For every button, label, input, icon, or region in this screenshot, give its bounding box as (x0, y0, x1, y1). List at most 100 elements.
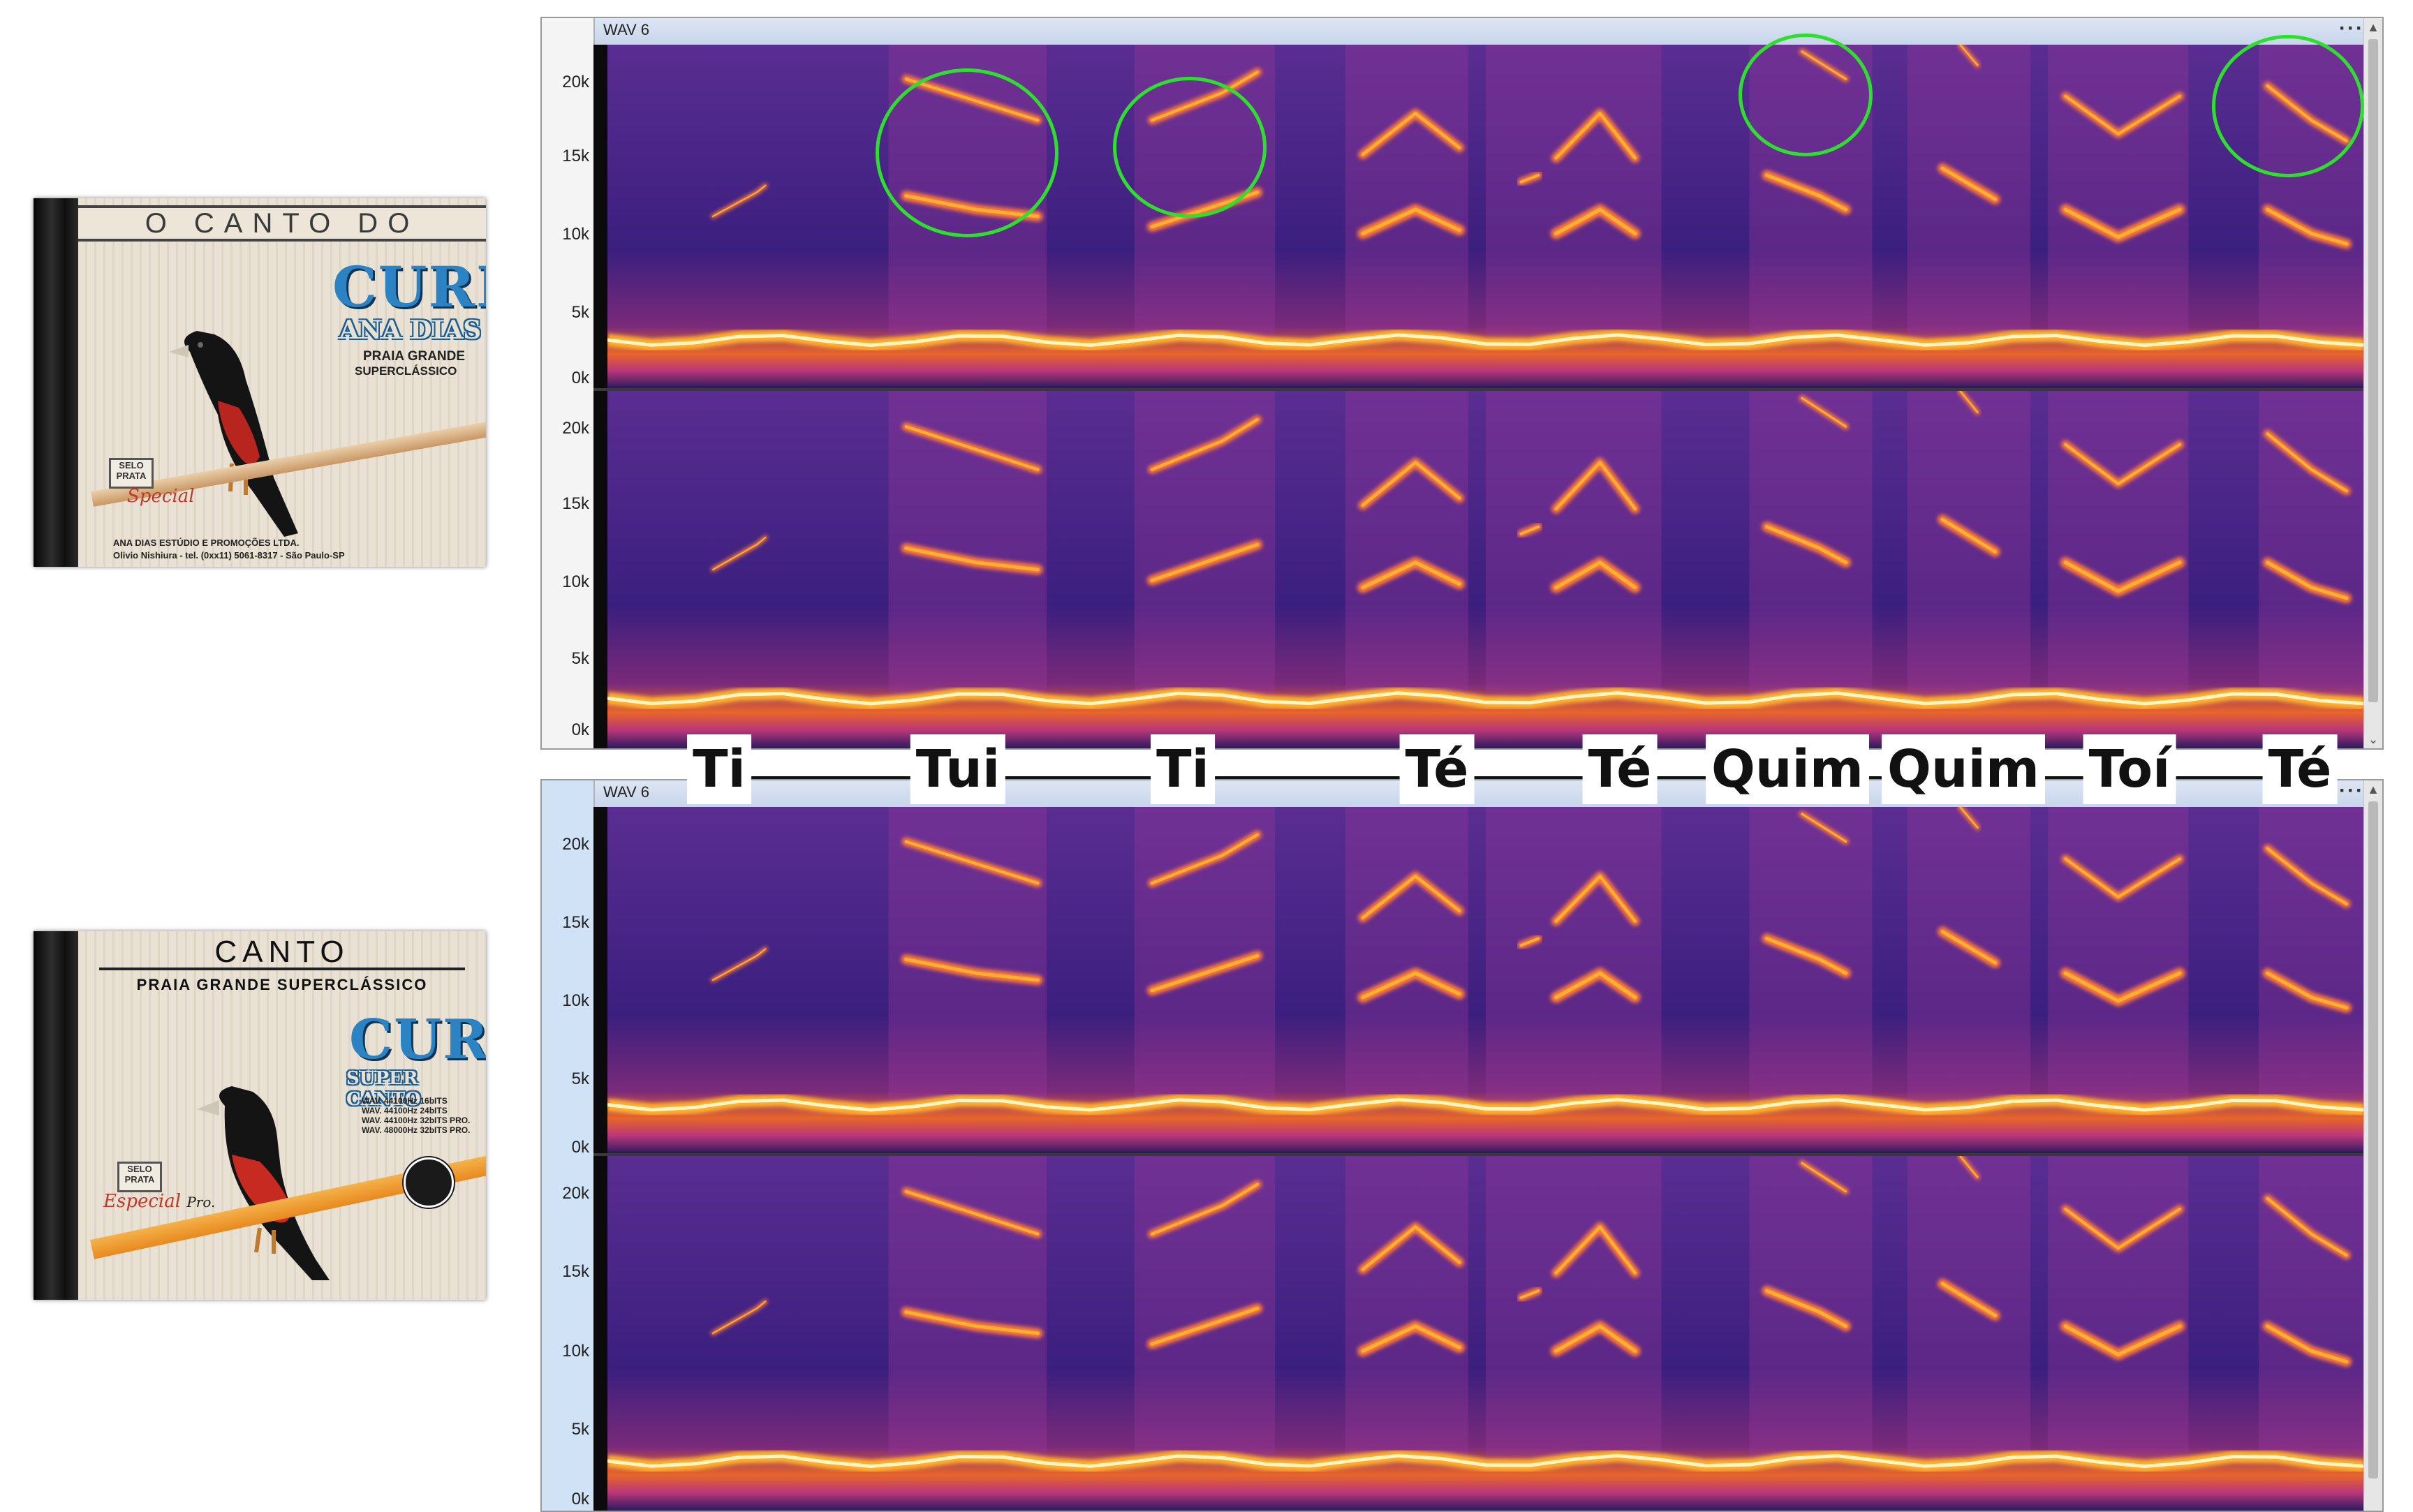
track-edge (593, 807, 607, 1511)
cd-spine (34, 198, 78, 567)
harmonic-trace (1361, 561, 1461, 590)
harmonic-trace (904, 1310, 1040, 1335)
scroll-down-icon[interactable]: ⌄ (2368, 732, 2379, 746)
scroll-up-icon[interactable]: ▲ (2367, 20, 2379, 34)
syllable-energy-block (1345, 45, 1468, 337)
format-item: WAV. 44100Hz 16bITS (362, 1096, 448, 1106)
cd-face: O CANTO DO CURIÓ ANA DIAS PRAIA GRANDE S… (78, 198, 486, 567)
cd-footer1: ANA DIAS ESTÚDIO E PROMOÇÕES LTDA. (113, 538, 300, 548)
format-item: WAV. 44100Hz 32bITS PRO. (362, 1116, 471, 1125)
freq-tick: 15k (562, 1262, 589, 1281)
harmonic-trace (2266, 561, 2349, 600)
more-options-icon[interactable]: ··· (2339, 779, 2364, 802)
format-list: WAV. 44100Hz 16bITS WAV. 44100Hz 24bITS … (362, 1096, 470, 1135)
cd-subtitle: SUPER CANTO (346, 1068, 421, 1110)
syllable-energy-block (1907, 1156, 2030, 1458)
syllable-energy-block (1345, 391, 1468, 695)
harmonic-trace (1554, 207, 1637, 236)
harmonic-trace (2266, 207, 2349, 246)
spectrogram-window-1: WAV 6 ··· 20k 15k 10k 5k 0k 20k 15k 10k … (540, 17, 2384, 750)
cd-cover-ana-dias: O CANTO DO CURIÓ ANA DIAS PRAIA GRANDE S… (34, 198, 486, 567)
harmonic-trace (1519, 525, 1540, 535)
vertical-scrollbar[interactable]: ▲ (2363, 780, 2382, 1511)
seal-bottom: PRATA (116, 470, 147, 481)
syllable-label: Té (1582, 734, 1658, 804)
scroll-thumb[interactable] (2368, 801, 2378, 1478)
freq-tick: 20k (562, 835, 589, 854)
syllable-label: Té (1399, 734, 1475, 804)
track-name: WAV 6 (603, 21, 650, 38)
harmonic-trace (1554, 874, 1637, 923)
syllable-energy-block (1486, 45, 1662, 337)
seal-script: Special (127, 486, 195, 507)
harmonic-trace (711, 536, 767, 570)
annotation-circle (2212, 35, 2364, 177)
harmonic-trace (2064, 857, 2181, 898)
harmonic-trace (1959, 391, 1979, 413)
harmonic-trace (1150, 542, 1260, 582)
spectrogram-channel-left[interactable] (607, 45, 2364, 388)
spectrogram-plot (607, 45, 2364, 388)
freq-tick: 5k (571, 1069, 589, 1088)
channel-separator (593, 1153, 2364, 1156)
harmonic-trace (1940, 166, 1998, 201)
harmonic-trace (1765, 1289, 1848, 1328)
freq-tick: 0k (571, 369, 589, 387)
syllable-energy-block (2048, 1156, 2189, 1458)
syllable-label: Ti (1151, 734, 1215, 804)
fundamental-band-core (607, 691, 2364, 706)
syllable-energy-block (888, 1156, 1047, 1458)
harmonic-trace (1554, 561, 1637, 590)
freq-tick: 5k (571, 303, 589, 322)
harmonic-trace (2063, 971, 2182, 1003)
syllable-label: Ti (687, 734, 751, 804)
freq-tick: 10k (562, 991, 589, 1010)
more-options-icon[interactable]: ··· (2339, 17, 2364, 40)
fundamental-band-core (607, 1453, 2364, 1468)
harmonic-trace (1940, 517, 1998, 554)
seal-badge: SELO PRATA (117, 1162, 162, 1192)
fundamental-band-core (607, 1097, 2364, 1112)
syllable-energy-block (2048, 807, 2189, 1102)
seal-badge: SELO PRATA (109, 458, 154, 489)
harmonic-trace (904, 957, 1040, 982)
harmonic-trace (1554, 971, 1637, 1000)
syllable-energy-block (1486, 807, 1662, 1102)
freq-tick: 10k (562, 572, 589, 591)
freq-tick: 20k (562, 419, 589, 438)
syllable-energy-block (1345, 1156, 1468, 1458)
scroll-thumb[interactable] (2368, 39, 2378, 702)
freq-tick: 15k (562, 494, 589, 513)
spectrogram-channel-left[interactable] (607, 807, 2364, 1153)
scroll-up-icon[interactable]: ▲ (2367, 783, 2379, 796)
syllable-energy-block (1345, 807, 1468, 1102)
seal-suffix: Pro. (186, 1194, 216, 1210)
channel-separator (593, 388, 2364, 391)
harmonic-trace (2064, 94, 2181, 135)
harmonic-trace (711, 948, 767, 981)
harmonic-trace (904, 425, 1040, 471)
spectrogram-plot (607, 807, 2364, 1153)
harmonic-trace (904, 840, 1040, 885)
harmonic-trace (1150, 1307, 1260, 1346)
harmonic-trace (1765, 525, 1848, 565)
spectrogram-channel-right[interactable] (607, 391, 2364, 748)
freq-tick: 15k (562, 147, 589, 165)
syllable-energy-block (1486, 1156, 1662, 1458)
harmonic-trace (2266, 432, 2348, 493)
syllable-label: Quim (1705, 734, 1870, 804)
harmonic-trace (1519, 1289, 1540, 1299)
harmonic-trace (1940, 1282, 1998, 1318)
harmonic-trace (2064, 443, 2181, 486)
freq-tick: 0k (571, 1138, 589, 1157)
vertical-scrollbar[interactable]: ▲ ⌄ (2363, 18, 2382, 748)
harmonic-trace (1554, 1225, 1637, 1275)
syllable-timeline (698, 776, 2332, 779)
spectrogram-channel-right[interactable] (607, 1156, 2364, 1511)
syllable-label: Té (2262, 734, 2338, 804)
syllable-energy-block (1907, 45, 2030, 337)
syllable-label: Toí (2083, 734, 2176, 804)
annotation-circle (1113, 77, 1267, 218)
harmonic-trace (1361, 874, 1461, 919)
bird-illustration (169, 331, 298, 537)
